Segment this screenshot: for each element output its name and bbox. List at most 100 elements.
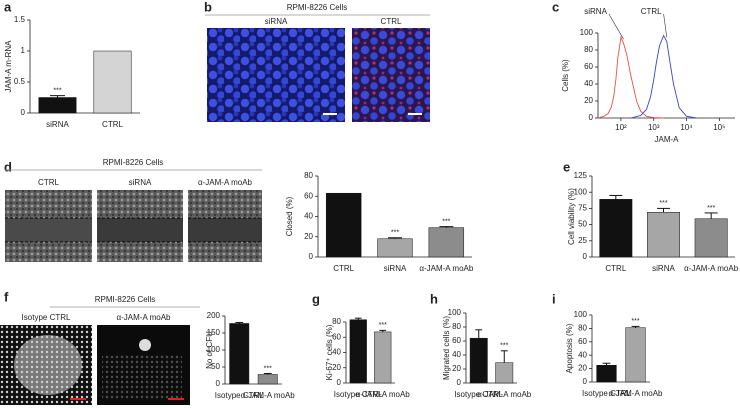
- y-tick-label: 0.5: [14, 77, 26, 86]
- y-tick-label: 1.5: [14, 15, 26, 24]
- bar: [469, 337, 488, 384]
- bar: [599, 199, 633, 258]
- y-tick-label: 80: [304, 171, 313, 180]
- x-tick-label: α-JAM-A moAb: [609, 389, 664, 398]
- x-tick-label: 10²: [615, 123, 627, 132]
- significance: ***: [707, 205, 715, 212]
- micrograph: [352, 28, 430, 122]
- x-tick-label: CTRL: [102, 120, 123, 129]
- legend-arrow: [663, 13, 668, 38]
- bar: [374, 331, 392, 384]
- x-tick-label: siRNA: [384, 264, 407, 273]
- image-label: siRNA: [265, 17, 288, 26]
- bar: [349, 319, 367, 384]
- y-axis-label: Apoptosis (%): [565, 323, 574, 373]
- y-tick-label: 50: [578, 220, 587, 229]
- panel-title: RPMI-8226 Cells: [95, 295, 155, 304]
- y-tick-label: 0: [309, 252, 314, 261]
- y-tick-label: 80: [584, 45, 593, 54]
- legend-label: siRNA: [584, 7, 607, 16]
- y-tick-label: 80: [332, 317, 341, 326]
- significance: ***: [500, 343, 508, 350]
- y-tick-label: 100: [448, 308, 462, 317]
- y-tick-label: 60: [452, 336, 461, 345]
- y-tick-label: 20: [578, 364, 587, 373]
- bar: [377, 238, 413, 258]
- series-line: [597, 35, 664, 119]
- image-label: CTRL: [381, 17, 402, 26]
- y-tick-label: 0: [216, 379, 221, 388]
- bar: [38, 97, 77, 114]
- y-tick-label: 150: [207, 328, 221, 337]
- y-axis-label: Ki-67⁺ cells (%): [325, 324, 334, 380]
- y-tick-label: 40: [304, 212, 313, 221]
- y-tick-label: 75: [578, 204, 587, 213]
- y-axis-label: Cell viability (%): [567, 188, 576, 245]
- panel-letter: b: [204, 0, 212, 14]
- y-tick-label: 50: [211, 362, 220, 371]
- y-tick-label: 20: [304, 232, 313, 241]
- y-tick-label: 60: [584, 62, 593, 71]
- micrograph: [207, 28, 345, 122]
- bar: [625, 327, 646, 383]
- panel-title: RPMI-8226 Cells: [103, 158, 163, 167]
- series-line: [630, 34, 697, 119]
- image-label: α-JAM-A moAb: [117, 313, 172, 322]
- y-tick-label: 0: [583, 252, 588, 261]
- y-tick-label: 0: [583, 377, 588, 386]
- x-tick-label: siRNA: [46, 120, 69, 129]
- x-tick-label: α-JAM-A moAb: [477, 390, 532, 399]
- bar: [596, 365, 617, 383]
- significance: ***: [391, 230, 399, 237]
- x-tick-label: Isotype CTRL: [334, 390, 383, 399]
- bar: [428, 227, 465, 258]
- y-tick-label: 20: [452, 364, 461, 373]
- panel-title: RPMI-8226 Cells: [287, 3, 347, 12]
- x-tick-label: α-JAM-A moAb: [241, 391, 296, 400]
- y-tick-label: 0: [589, 113, 594, 122]
- panel-letter: i: [552, 291, 556, 306]
- x-tick-label: 10³: [648, 123, 660, 132]
- specks: [102, 355, 182, 400]
- panel-letter: c: [552, 0, 559, 14]
- y-tick-label: 100: [207, 345, 221, 354]
- bar: [229, 323, 250, 385]
- y-tick-label: 200: [207, 311, 221, 320]
- x-tick-label: 10⁴: [680, 123, 693, 132]
- panel-letter: f: [4, 289, 9, 304]
- x-tick-label: siRNA: [652, 264, 675, 273]
- bar: [93, 50, 132, 114]
- y-tick-label: 125: [574, 171, 588, 180]
- legend-label: CTRL: [641, 7, 662, 16]
- image-label: Isotype CTRL: [22, 313, 71, 322]
- significance: ***: [659, 200, 667, 207]
- image-label: α-JAM-A moAb: [198, 178, 253, 187]
- panel-letter: a: [4, 0, 12, 14]
- y-tick-label: 100: [574, 187, 588, 196]
- bar: [495, 362, 514, 384]
- y-tick-label: 80: [578, 324, 587, 333]
- x-tick-label: α-JAM-A moAb: [684, 264, 739, 273]
- y-axis-label: JAM-A m-RNA: [4, 40, 13, 93]
- x-tick-label: CTRL: [333, 264, 354, 273]
- y-tick-label: 0: [457, 378, 462, 387]
- image-label: siRNA: [129, 178, 152, 187]
- y-tick-label: 60: [578, 337, 587, 346]
- y-axis-label: No of CFU: [205, 331, 214, 369]
- y-tick-label: 20: [332, 363, 341, 372]
- y-tick-label: 0: [337, 378, 342, 387]
- wound-gap: [97, 218, 183, 242]
- y-tick-label: 40: [578, 350, 587, 359]
- x-tick-label: α-JAM-A moAb: [356, 390, 411, 399]
- significance: ***: [379, 322, 387, 329]
- y-axis-label: Cells (%): [561, 59, 570, 92]
- y-tick-label: 60: [332, 332, 341, 341]
- panel-letter: e: [563, 159, 570, 174]
- y-tick-label: 80: [452, 322, 461, 331]
- colony: [14, 335, 82, 395]
- x-tick-label: CTRL: [605, 264, 626, 273]
- x-tick-label: Isotype CTRL: [582, 389, 631, 398]
- y-axis-label: Closed (%): [285, 196, 294, 236]
- bar: [647, 212, 680, 258]
